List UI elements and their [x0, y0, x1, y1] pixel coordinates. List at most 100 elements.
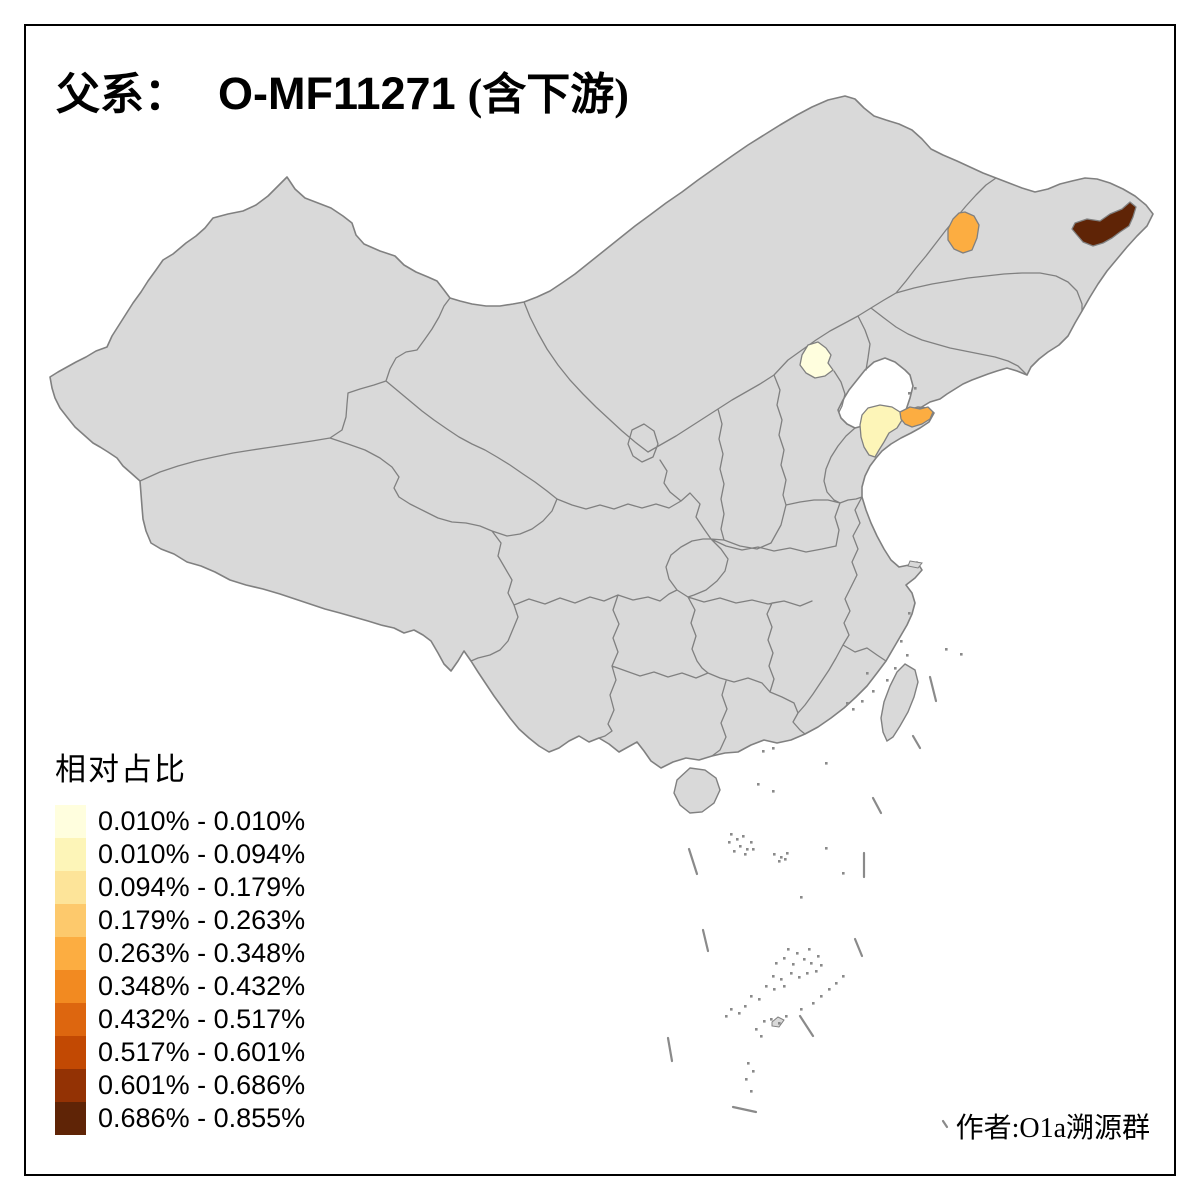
legend: 相对占比 0.010% - 0.010% 0.010% - 0.094% 0.094… — [55, 744, 305, 1135]
islet-dot — [835, 982, 838, 985]
islet-dot — [742, 835, 745, 838]
legend-swatch — [55, 970, 86, 1003]
islet-dot — [773, 988, 776, 991]
boundary-dash — [911, 734, 922, 750]
islet-dot — [760, 1035, 763, 1038]
plot-frame — [24, 24, 1176, 1176]
legend-label: 0.263% - 0.348% — [98, 938, 306, 968]
islet-dot — [861, 700, 864, 703]
legend-row: 0.010% - 0.010% — [55, 805, 305, 838]
islet-dot — [785, 1015, 788, 1018]
islet-dot — [806, 972, 809, 975]
islet-dot — [765, 985, 768, 988]
legend-label: 0.348% - 0.432% — [98, 971, 306, 1001]
islet-dot — [746, 848, 749, 851]
islet-dot — [825, 762, 828, 765]
islet-dot — [808, 948, 811, 951]
islet-dot — [820, 995, 823, 998]
islet-dot — [914, 387, 917, 390]
islet-dot — [739, 845, 742, 848]
boundary-dash — [928, 675, 938, 703]
islet-dot — [763, 1020, 766, 1023]
islet-dot — [778, 860, 781, 863]
title-prefix: 父系： — [56, 70, 188, 119]
legend-row: 0.601% - 0.686% — [55, 1069, 305, 1102]
boundary-dash — [701, 928, 710, 953]
islet-dot — [790, 972, 793, 975]
islet-dot — [828, 988, 831, 991]
islet-dot — [894, 667, 897, 670]
islet-dot — [750, 995, 753, 998]
islet-dot — [900, 640, 903, 643]
legend-label: 0.601% - 0.686% — [98, 1070, 306, 1100]
legend-row: 0.686% - 0.855% — [55, 1102, 305, 1135]
islet-dot — [803, 958, 806, 961]
islet-dot — [852, 708, 855, 711]
legend-swatch — [55, 805, 86, 838]
islet-dot — [798, 976, 801, 979]
legend-label: 0.432% - 0.517% — [98, 1004, 306, 1034]
islet-dot — [817, 955, 820, 958]
legend-row: 0.348% - 0.432% — [55, 970, 305, 1003]
chongming-island — [907, 560, 923, 569]
region-beijing — [799, 341, 834, 379]
islet-dot — [820, 964, 823, 967]
legend-row: 0.263% - 0.348% — [55, 937, 305, 970]
islet-dot — [758, 998, 761, 1001]
islet-dot — [773, 853, 776, 856]
title-haplogroup: O-MF11271 — [218, 68, 456, 119]
legend-row: 0.517% - 0.601% — [55, 1036, 305, 1069]
islet-dot — [744, 853, 747, 856]
author-credit: 作者:O1a溯源群 — [955, 1113, 1150, 1144]
legend-row: 0.179% - 0.263% — [55, 904, 305, 937]
islet-dot — [730, 833, 733, 836]
islet-dot — [783, 957, 786, 960]
islet-dot — [784, 858, 787, 861]
islet-dot — [815, 970, 818, 973]
boundary-dash — [687, 847, 699, 876]
islet-dot — [825, 847, 828, 850]
islet-dot — [866, 672, 869, 675]
islet-dot — [772, 975, 775, 978]
islet-dot — [744, 1005, 747, 1008]
islet-dot — [945, 648, 948, 651]
legend-row: 0.094% - 0.179% — [55, 871, 305, 904]
legend-swatch — [55, 1069, 86, 1102]
islet-dot — [886, 679, 889, 682]
legend-row: 0.010% - 0.094% — [55, 838, 305, 871]
islet-dot — [787, 948, 790, 951]
islet-dot — [738, 1012, 741, 1015]
legend-swatch — [55, 1036, 86, 1069]
islet-dot — [800, 1008, 803, 1011]
province-borders — [139, 177, 1083, 757]
legend-label: 0.094% - 0.179% — [98, 872, 306, 902]
islet-dot — [872, 690, 875, 693]
islet-dot — [810, 962, 813, 965]
legend-label: 0.179% - 0.263% — [98, 905, 306, 935]
plot-title: 父系： O-MF11271 (含下游) — [56, 58, 629, 122]
islet-dot — [960, 653, 963, 656]
islet-dot — [796, 952, 799, 955]
region-heilongjiang-west — [947, 211, 980, 254]
legend-label: 0.517% - 0.601% — [98, 1037, 306, 1067]
legend-swatch — [55, 937, 86, 970]
legend-swatch — [55, 904, 86, 937]
islet-dot — [846, 702, 849, 705]
islet-dot — [755, 1028, 758, 1031]
taiwan-island — [880, 663, 919, 743]
islet-dot — [842, 872, 845, 875]
region-weihai — [899, 406, 934, 428]
legend-label: 0.686% - 0.855% — [98, 1103, 306, 1133]
legend-title: 相对占比 — [55, 752, 187, 787]
islet-dot — [752, 1070, 755, 1073]
legend-swatch — [55, 1102, 86, 1135]
legend-label: 0.010% - 0.010% — [98, 806, 306, 836]
region-heilongjiang-east — [1071, 201, 1137, 247]
boundary-dash — [853, 937, 864, 958]
islet-dot — [908, 392, 911, 395]
islet-dot — [775, 962, 778, 965]
islet-dot — [772, 790, 775, 793]
islet-dot — [745, 1078, 748, 1081]
